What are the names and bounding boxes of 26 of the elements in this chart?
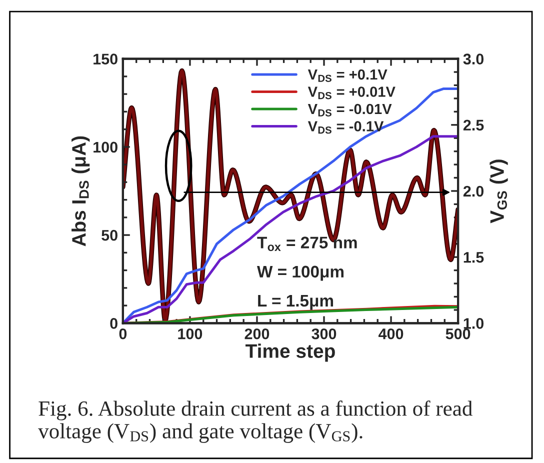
caption: Fig. 6. Absolute drain current as a function of read voltage (V$_{DS}$) and gate voltage (V$_{GS}$). bbox=[38, 400, 472, 443]
annotation: L = 1.5μm bbox=[258, 295, 334, 310]
annotation: T$_{ox}$ = 275 nm bbox=[257, 236, 357, 252]
legend-label: V$_{DS}$ = -0.01V bbox=[308, 104, 392, 116]
y2-tick-label: 1.0 bbox=[464, 318, 484, 329]
y2-axis-title: V$_{GS}$ (V) bbox=[490, 160, 508, 224]
y-tick-label: 100 bbox=[94, 142, 118, 153]
x-tick-label: 200 bbox=[244, 328, 270, 340]
x-tick-label: 500 bbox=[446, 328, 470, 340]
y2-tick-label: 2.0 bbox=[463, 186, 484, 197]
y-tick-label: 150 bbox=[94, 54, 118, 64]
x-axis-title: Time step bbox=[246, 344, 335, 362]
legend-label: V$_{DS}$ = -0.1V bbox=[308, 121, 384, 134]
x-tick-label: 0 bbox=[119, 328, 127, 340]
y-axis-title: Abs I$_{DS}$ (μA) bbox=[72, 136, 90, 246]
x-tick-label: 300 bbox=[312, 328, 336, 340]
x-tick-label: 400 bbox=[378, 328, 404, 340]
y2-tick-label: 1.5 bbox=[464, 252, 484, 263]
annotation: W = 100μm bbox=[257, 266, 344, 281]
legend-label: V$_{DS}$ = +0.01V bbox=[308, 86, 396, 100]
y2-tick-label: 2.5 bbox=[463, 120, 484, 131]
legend-label: V$_{DS}$ = +0.1V bbox=[308, 69, 388, 82]
x-tick-label: 100 bbox=[178, 328, 202, 340]
y2-tick-label: 3.0 bbox=[463, 54, 484, 65]
y-tick-label: 50 bbox=[102, 230, 118, 241]
y-tick-label: 0 bbox=[110, 318, 118, 329]
